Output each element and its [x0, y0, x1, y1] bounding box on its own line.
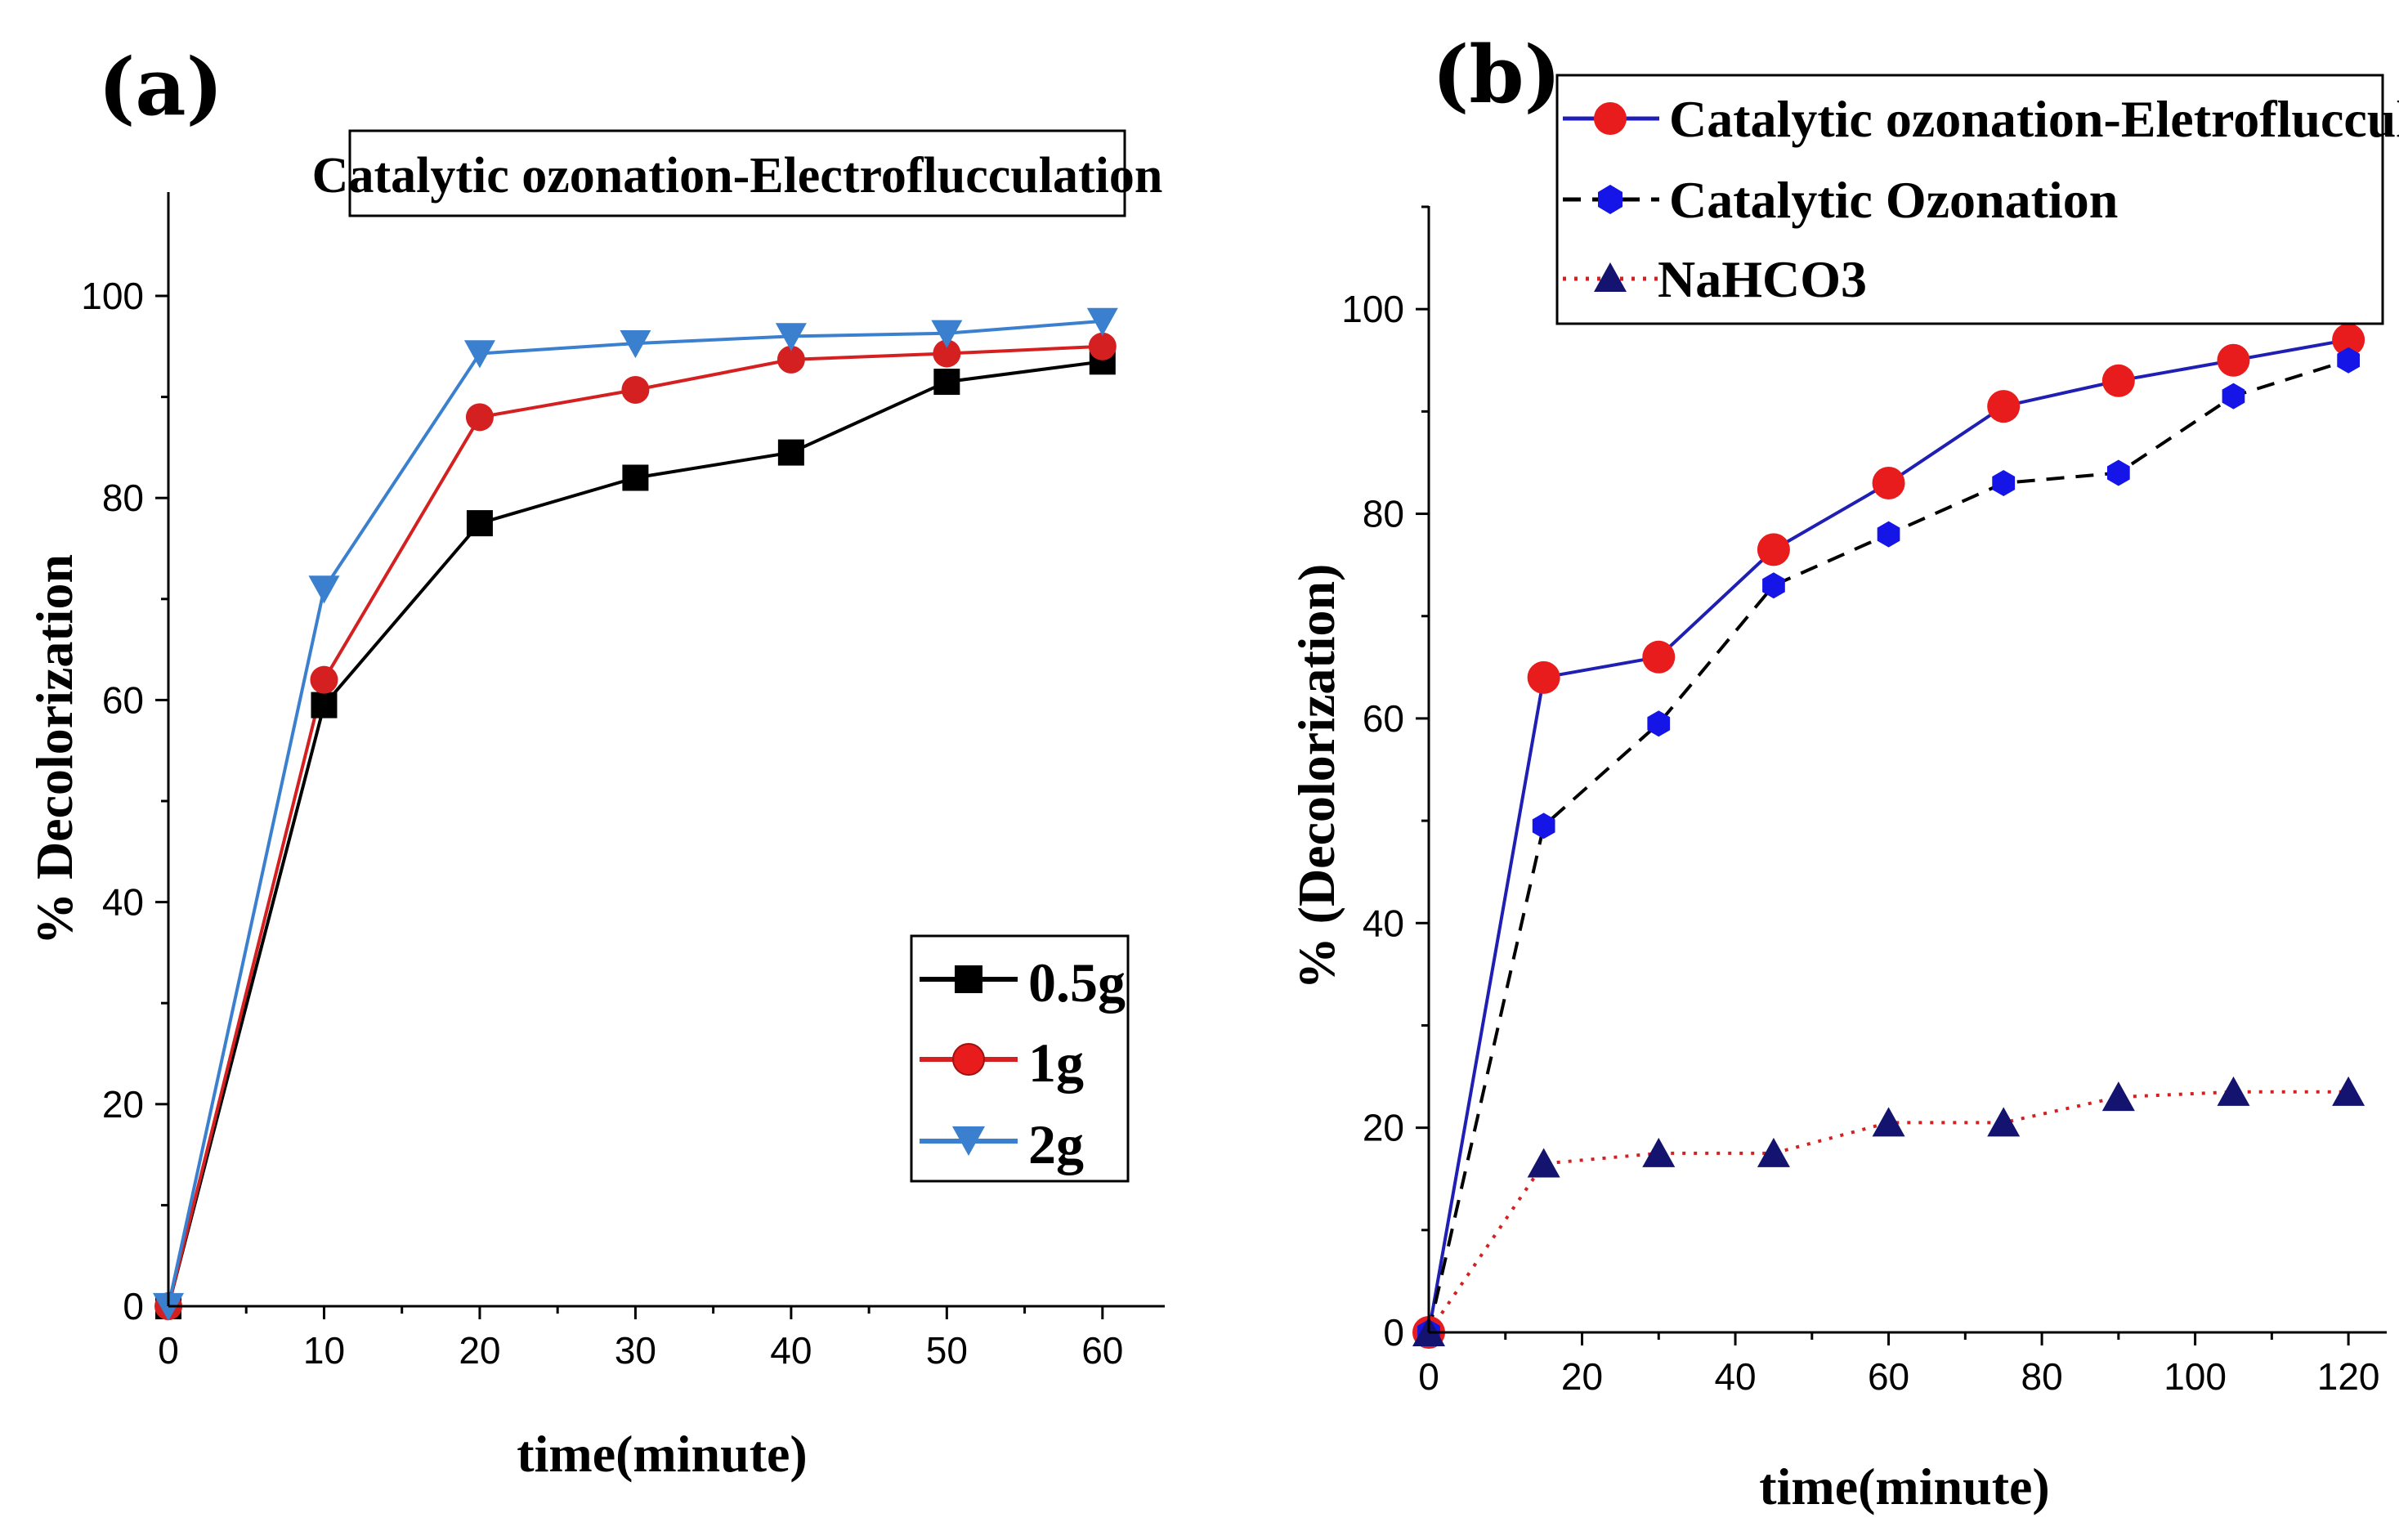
data-point-hexagon [1647, 710, 1671, 737]
y-tick-label: 40 [1363, 902, 1404, 944]
panel-a: (a) Catalytic ozonation-Electroflucculat… [25, 41, 1165, 1483]
panel-b-ticks: 0 20 40 60 80 100 120 0 20 40 60 80 100 [1341, 205, 2380, 1398]
panel-a-ticks: 0 10 20 30 40 50 60 0 20 40 60 80 100 [81, 275, 1123, 1372]
data-point-triangle-down [308, 575, 340, 604]
panel-a-label: (a) [98, 41, 223, 133]
legend-label-2g: 2g [1028, 1113, 1084, 1175]
panel-a-title-box [348, 129, 1126, 217]
x-tick-label: 10 [303, 1329, 345, 1372]
data-point-circle [310, 665, 338, 694]
legend-triangle-up-marker-icon [1594, 262, 1627, 292]
data-point-hexagon [2222, 383, 2245, 410]
data-point-circle [1987, 390, 2021, 423]
data-point-circle [1088, 332, 1117, 360]
y-tick-label: 80 [1363, 493, 1404, 535]
data-point-circle [1872, 466, 1905, 499]
data-point-hexagon [2337, 347, 2360, 374]
data-point-circle [1757, 533, 1790, 566]
data-point-circle [777, 345, 805, 374]
series-line-1 [1427, 358, 2349, 1333]
x-tick-label: 50 [926, 1329, 968, 1372]
legend-label-co: Catalytic Ozonation [1669, 171, 2118, 229]
data-point-triangle-down [1086, 307, 1118, 336]
data-point-hexagon [1877, 521, 1900, 548]
panel-a-legend-items: 0.5g 1g 2g [920, 951, 1126, 1175]
y-tick-label: 60 [102, 678, 144, 721]
x-tick-label: 30 [615, 1329, 656, 1372]
legend-hexagon-marker-icon [1598, 185, 1622, 214]
data-point-square [933, 369, 960, 396]
legend-circle-marker-icon [1594, 102, 1627, 135]
data-point-circle [1642, 640, 1676, 674]
series-line-2 [1427, 1090, 2349, 1334]
x-tick-label: 120 [2317, 1355, 2380, 1398]
data-point-hexagon [1762, 572, 1785, 599]
data-point-triangle-up [1987, 1107, 2021, 1137]
data-point-circle [2217, 343, 2250, 377]
x-tick-label: 40 [1714, 1355, 1756, 1398]
data-point-triangle-down [775, 323, 807, 351]
y-tick-label: 100 [81, 275, 144, 317]
data-point-circle [933, 339, 961, 368]
data-point-triangle-down [620, 329, 651, 359]
panel-b-markers [1412, 323, 2365, 1349]
y-tick-label: 60 [1363, 697, 1404, 740]
x-tick-label: 20 [459, 1329, 500, 1372]
data-point-hexagon [2107, 459, 2130, 486]
data-point-triangle-up [2332, 1076, 2365, 1106]
panel-a-x-label: time(minute) [517, 1425, 807, 1483]
data-point-square [466, 510, 493, 537]
legend-circle-marker-icon [952, 1043, 985, 1076]
data-point-triangle-up [2101, 1081, 2135, 1112]
data-point-circle [465, 403, 494, 432]
data-point-hexagon [1532, 813, 1555, 839]
x-tick-label: 60 [1868, 1355, 1909, 1398]
data-point-square [622, 464, 649, 491]
legend-label-co-ef: Catalytic ozonation-Eletroflucculation [1669, 90, 2399, 148]
y-tick-label: 100 [1341, 288, 1404, 330]
x-tick-label: 0 [1418, 1355, 1439, 1398]
data-point-square [311, 692, 338, 719]
data-point-triangle-up [1757, 1137, 1790, 1167]
panel-b-legend-items: Catalytic ozonation-Eletroflucculation C… [1563, 90, 2399, 308]
data-point-circle [621, 375, 650, 404]
data-point-triangle-down [931, 320, 963, 348]
y-tick-label: 20 [1363, 1107, 1404, 1149]
panel-b-label: (b) [1432, 29, 1561, 121]
data-point-hexagon [1992, 470, 2016, 496]
x-tick-label: 20 [1561, 1355, 1603, 1398]
panel-b-y-label: % (Decolorization) [1287, 564, 1345, 990]
x-tick-label: 80 [2021, 1355, 2062, 1398]
panel-a-y-label: % Decolorization [25, 554, 83, 945]
data-point-triangle-up [2217, 1076, 2250, 1106]
panel-b-x-label: time(minute) [1759, 1457, 2049, 1515]
legend-square-marker-icon [955, 965, 982, 993]
legend-label-0-5g: 0.5g [1028, 951, 1126, 1014]
y-tick-label: 40 [102, 881, 144, 924]
legend-label-nahco3: NaHCO3 [1658, 250, 1867, 308]
data-point-circle [2332, 323, 2365, 356]
x-tick-label: 60 [1081, 1329, 1123, 1372]
data-point-triangle-down [463, 340, 495, 369]
legend-label-1g: 1g [1028, 1032, 1084, 1094]
legend-triangle-down-marker-icon [952, 1126, 985, 1156]
y-tick-label: 80 [102, 477, 144, 519]
data-point-triangle-up [1872, 1107, 1905, 1137]
panel-b: (b) 0 20 40 60 80 100 120 0 20 40 60 80 100 time(min… [1287, 29, 2399, 1515]
data-point-square [777, 439, 804, 466]
x-tick-label: 40 [770, 1329, 812, 1372]
data-point-circle [2101, 364, 2135, 397]
panel-a-markers [153, 307, 1118, 1322]
y-tick-label: 0 [123, 1285, 144, 1327]
panel-b-legend [1555, 74, 2384, 325]
data-point-triangle-up [1642, 1137, 1676, 1167]
x-tick-label: 0 [158, 1329, 179, 1372]
y-tick-label: 20 [102, 1083, 144, 1126]
data-point-triangle-up [1527, 1148, 1560, 1178]
data-point-circle [1527, 660, 1560, 694]
y-tick-label: 0 [1383, 1311, 1404, 1354]
panel-a-title: Catalytic ozonation-Electroflucculation [312, 148, 1163, 204]
x-tick-label: 100 [2164, 1355, 2227, 1398]
